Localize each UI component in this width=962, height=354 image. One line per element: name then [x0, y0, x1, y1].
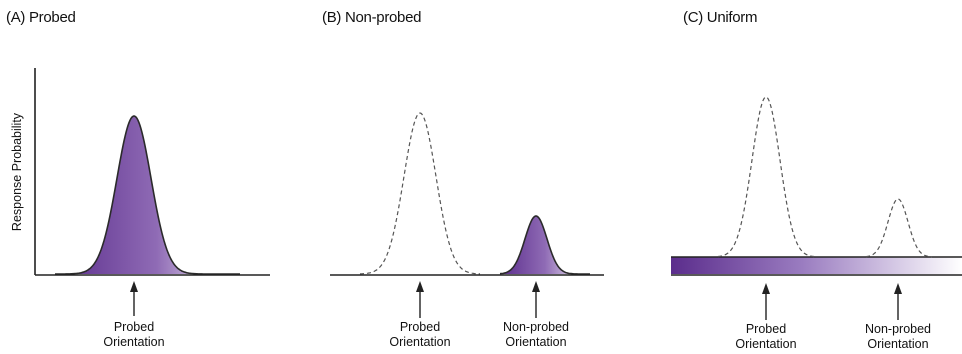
- panel-c-nonprobed-label-line1: Non-probed: [865, 322, 931, 336]
- panel-b-probed-dashed-curve: [359, 112, 481, 275]
- panel-b-nonprobed-arrow: [532, 281, 540, 318]
- panel-c-uniform-band: [671, 257, 962, 274]
- panel-b-title: (B) Non-probed: [322, 9, 421, 26]
- panel-b-nonprobed-label-line2: Orientation: [505, 335, 566, 349]
- panel-b-probed-label-line1: Probed: [400, 320, 440, 334]
- panel-a-probed-arrow: [130, 281, 138, 316]
- y-axis-label: Response Probability: [10, 112, 24, 231]
- panel-b-probed-arrow: [416, 281, 424, 318]
- panel-c-probed-label-line2: Orientation: [735, 337, 796, 351]
- panel-c-nonprobed-label-line2: Orientation: [867, 337, 928, 351]
- panel-a-probed-label-line2: Orientation: [103, 335, 164, 349]
- panel-c-probed-arrow: [762, 283, 770, 320]
- panel-b-nonprobed-curve-outline: [499, 215, 590, 275]
- panel-c-probed-dashed-curve: [717, 96, 816, 258]
- panel-c-nonprobed-dashed-curve: [865, 198, 933, 258]
- panel-a: Probed Orientation: [34, 68, 270, 349]
- panel-b-probed-label-line2: Orientation: [389, 335, 450, 349]
- panel-a-title: (A) Probed: [6, 9, 76, 26]
- panel-a-probed-curve-fill: [55, 116, 240, 274]
- panel-c-probed-label-line1: Probed: [746, 322, 786, 336]
- panel-c-nonprobed-arrow: [894, 283, 902, 320]
- panel-b: Probed Orientation Non-probed Orientatio…: [330, 112, 604, 349]
- panel-a-probed-curve-outline: [55, 115, 240, 275]
- panel-c: Probed Orientation Non-probed Orientatio…: [671, 96, 962, 351]
- panel-a-probed-label-line1: Probed: [114, 320, 154, 334]
- panel-c-title: (C) Uniform: [683, 9, 757, 26]
- panel-b-nonprobed-curve-fill: [500, 216, 590, 274]
- panel-b-nonprobed-label-line1: Non-probed: [503, 320, 569, 334]
